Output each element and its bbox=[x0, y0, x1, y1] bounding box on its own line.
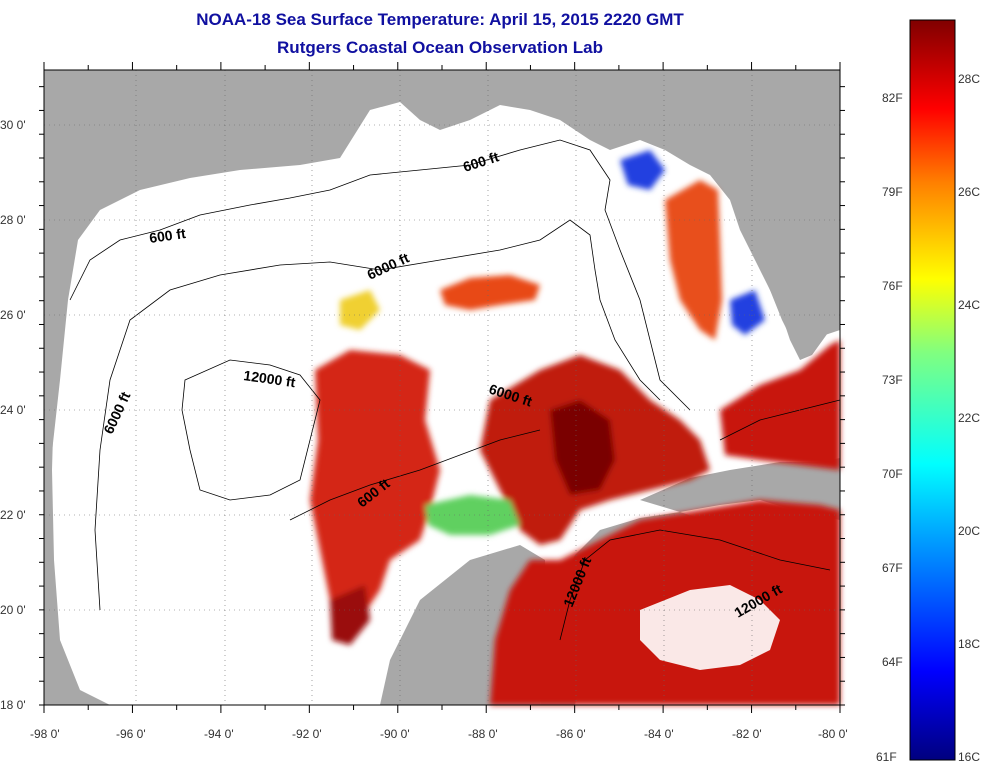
y-tick-label: 24 0' bbox=[0, 403, 26, 417]
cloud-caribbean bbox=[640, 585, 780, 670]
y-tick-label: 28 0' bbox=[0, 213, 26, 227]
contour-6000ft bbox=[94, 219, 661, 611]
sst-patch-blue-florida bbox=[730, 290, 765, 335]
sst-patch-yellow-north bbox=[340, 290, 380, 330]
map-title: NOAA-18 Sea Surface Temperature: April 1… bbox=[196, 10, 684, 29]
y-axis-labels: 30 0' 28 0' 26 0' 24 0' 22 0' 20 0' 18 0… bbox=[0, 118, 26, 712]
x-tick-label: -92 0' bbox=[292, 727, 322, 741]
contour-12000ft-west bbox=[181, 359, 321, 501]
y-tick-label: 18 0' bbox=[0, 698, 26, 712]
sst-patch-florida-straits bbox=[720, 340, 840, 470]
x-tick-label: -90 0' bbox=[380, 727, 410, 741]
tick-marks bbox=[39, 62, 845, 713]
contour-12000ft-south bbox=[559, 529, 831, 641]
colorbar-label-f: 79F bbox=[882, 185, 903, 199]
colorbar-label-f: 61F bbox=[876, 750, 897, 764]
contour-label-12000ft-a: 12000 ft bbox=[243, 367, 297, 390]
y-tick-label: 22 0' bbox=[0, 508, 26, 522]
y-tick-label: 20 0' bbox=[0, 603, 26, 617]
colorbar-label-c: 26C bbox=[958, 185, 981, 199]
colorbar-label-c: 28C bbox=[958, 72, 981, 86]
mexico-land bbox=[44, 70, 110, 705]
colorbar-label-c: 16C bbox=[958, 750, 981, 764]
map-subtitle: Rutgers Coastal Ocean Observation Lab bbox=[277, 38, 603, 57]
y-tick-label: 26 0' bbox=[0, 308, 26, 322]
colorbar-label-f: 67F bbox=[882, 561, 903, 575]
colorbar-label-c: 20C bbox=[958, 524, 981, 538]
contour-600ft-north bbox=[69, 139, 691, 411]
sst-patch-mid-north bbox=[440, 275, 540, 310]
sst-patch-blue-north bbox=[620, 150, 665, 190]
x-tick-label: -96 0' bbox=[116, 727, 146, 741]
bathymetry-contours bbox=[69, 139, 841, 641]
colorbar-label-f: 82F bbox=[882, 91, 903, 105]
contour-label-600ft-a: 600 ft bbox=[148, 225, 187, 246]
sst-patch-west-central bbox=[310, 350, 440, 640]
contour-600ft-yucatan bbox=[289, 429, 541, 521]
colorbar-label-c: 22C bbox=[958, 411, 981, 425]
x-tick-label: -80 0' bbox=[818, 727, 848, 741]
x-tick-label: -86 0' bbox=[556, 727, 586, 741]
colorbar-label-f: 70F bbox=[882, 467, 903, 481]
colorbar-label-f: 76F bbox=[882, 279, 903, 293]
contour-6000ft-east bbox=[719, 399, 841, 441]
y-tick-label: 30 0' bbox=[0, 118, 26, 132]
x-tick-label: -94 0' bbox=[204, 727, 234, 741]
sst-patch-bay-campeche bbox=[330, 585, 370, 645]
colorbar-label-c: 24C bbox=[958, 298, 981, 312]
colorbar bbox=[909, 19, 956, 761]
colorbar-label-f: 73F bbox=[882, 373, 903, 387]
grid-lines bbox=[44, 70, 840, 705]
sst-patch-green-fringe bbox=[425, 495, 520, 535]
x-tick-label: -84 0' bbox=[644, 727, 674, 741]
x-tick-label: -98 0' bbox=[30, 727, 60, 741]
colorbar-label-f: 64F bbox=[882, 655, 903, 669]
x-tick-label: -82 0' bbox=[732, 727, 762, 741]
florida-land bbox=[728, 70, 840, 352]
x-tick-label: -88 0' bbox=[468, 727, 498, 741]
sst-patch-loop-core bbox=[550, 400, 615, 495]
x-axis-labels: -98 0' -96 0' -94 0' -92 0' -90 0' -88 0… bbox=[30, 727, 848, 741]
colorbar-label-c: 18C bbox=[958, 637, 981, 651]
